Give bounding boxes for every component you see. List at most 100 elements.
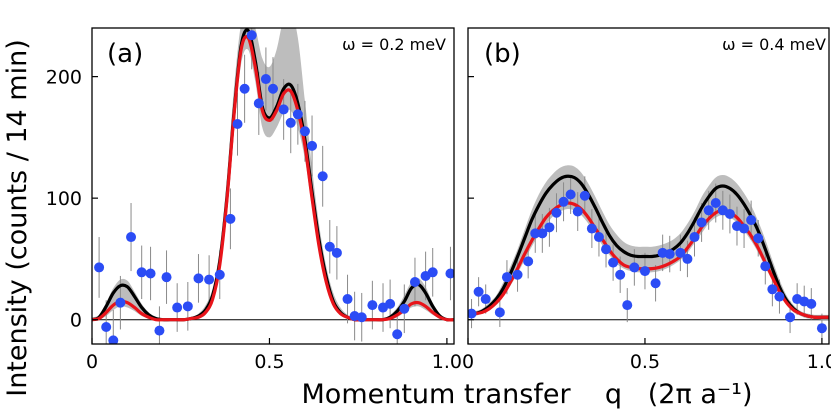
panel-a-data-point (253, 98, 264, 109)
panel-a-data-point (161, 272, 172, 283)
panel-b-series (468, 165, 829, 343)
panel-a-x-tick-label: 0.5 (254, 351, 284, 373)
panel-b-data-point (746, 215, 757, 226)
panel-a-data-point (172, 302, 183, 313)
panel-a-data-point (108, 335, 119, 344)
panel-b-data-point (551, 207, 562, 218)
panel-b-letter: (b) (484, 39, 521, 69)
panel-b-black-curve (468, 174, 829, 319)
panel-b-data-point (703, 205, 714, 216)
panel-a-data-point (356, 312, 367, 323)
panel-b-data-point (639, 266, 650, 277)
panel-a-data-point (324, 241, 335, 252)
panel-b-data-point (558, 196, 569, 207)
panel-a-series (92, 28, 454, 344)
panel-b-data-point (622, 300, 633, 311)
panel-a-data-point (101, 321, 112, 332)
panel-a-ticks: 0 0.5 1.0 (86, 76, 462, 373)
panel-a-data-point (214, 269, 225, 280)
panel-a-data-point (427, 267, 438, 278)
panel-b-data-point (682, 253, 693, 264)
panel-a-data-point (232, 119, 243, 130)
panel-a-data-point (115, 297, 126, 308)
y-tick-labels: 0 100 200 (46, 67, 82, 332)
y-tick-label: 0 (70, 310, 82, 332)
panel-a-data-point (392, 329, 403, 340)
panel-a-frame (91, 27, 455, 345)
panel-a-data-point (317, 171, 328, 182)
y-tick-label: 100 (46, 188, 82, 210)
panel-b-data-point (675, 247, 686, 258)
panel-a-data-point (292, 109, 303, 120)
panel-a-data-point (385, 298, 396, 309)
panel-b-data-point (739, 223, 750, 234)
y-axis-title: Intensity (counts / 14 min) (2, 39, 33, 397)
panel-a-data-point (94, 262, 105, 273)
panel-a-plot-area (92, 28, 454, 344)
panel-a-data-point (246, 30, 257, 41)
panel-b-data-point (615, 269, 626, 280)
panel-b-x-tick-label: 1.0 (807, 351, 831, 373)
panel-a-letter: (a) (107, 39, 143, 69)
panel-b-data-point (586, 223, 597, 234)
panel-a-data-point (278, 104, 289, 115)
panel-b-data-point (774, 291, 785, 302)
panel-b-data-point (696, 217, 707, 228)
panel-b-data-point (650, 278, 661, 289)
panel-a-data-point (154, 325, 165, 336)
panel-a-data-point (182, 301, 193, 312)
panel-b-data-point (664, 249, 675, 260)
panel-b-plot-area (468, 165, 829, 343)
panel-a-data-point (268, 83, 278, 94)
panel-b-data-point (579, 190, 590, 201)
panel-b-data-point (512, 269, 523, 280)
panel-b-data-point (468, 308, 477, 319)
panel-b: (b) ω = 0.4 meV 0 0.5 1.0 (462, 27, 831, 373)
panel-b-data-point (629, 262, 640, 273)
panel-b-data-point (501, 272, 512, 283)
panel-b-data-point (785, 312, 796, 323)
panel-b-data-point (767, 284, 778, 295)
panel-a-data-point (331, 247, 342, 258)
panel-b-data-point (537, 228, 548, 239)
panel-a-red-curve (92, 35, 454, 322)
panel-b-omega-label: ω = 0.4 meV (722, 35, 826, 54)
panel-a: (a) ω = 0.2 meV 0 0.5 1.0 (86, 27, 462, 373)
panel-b-ticks: 0 0.5 1.0 (462, 76, 831, 373)
panel-b-data-point (601, 244, 612, 255)
panel-a-data-point (399, 303, 410, 314)
panel-a-data-point (307, 140, 318, 151)
panel-b-data-point (753, 233, 764, 244)
panel-a-data-point (225, 213, 236, 224)
panel-b-data-point (816, 323, 827, 334)
panel-a-data-point (136, 267, 147, 278)
panel-a-data-point (260, 74, 271, 85)
panel-a-omega-label: ω = 0.2 meV (342, 35, 446, 54)
panel-a-data-point (285, 117, 296, 128)
panel-b-data-point (494, 307, 505, 318)
panel-b-data-point (565, 189, 576, 200)
panel-a-data-point (204, 274, 215, 285)
x-axis-title: Momentum transfer q (2π a⁻¹) (302, 379, 753, 410)
panel-b-frame (467, 27, 830, 345)
y-tick-label: 200 (46, 67, 82, 89)
panel-b-data-point (572, 206, 583, 217)
panel-b-data-point (724, 208, 735, 219)
panel-b-data-point (608, 257, 619, 268)
panel-a-x-tick-label: 1.0 (432, 351, 462, 373)
panel-b-data-point (689, 232, 700, 243)
panel-a-data-point (126, 232, 137, 243)
panel-b-uncertainty-band (468, 165, 829, 320)
panel-a-data-point (409, 277, 420, 288)
panel-a-data-point (367, 300, 378, 311)
panel-a-data-point (193, 273, 204, 284)
panel-b-data-point (544, 222, 555, 233)
panel-b-data-point (530, 228, 541, 239)
panel-a-data-point (342, 294, 353, 305)
panel-b-data-point (473, 286, 484, 297)
panel-b-x-tick-label: 0.5 (630, 351, 660, 373)
panel-b-data-point (710, 198, 721, 209)
panel-b-data-point (806, 298, 817, 309)
panel-a-x-tick-label: 0 (86, 351, 98, 373)
